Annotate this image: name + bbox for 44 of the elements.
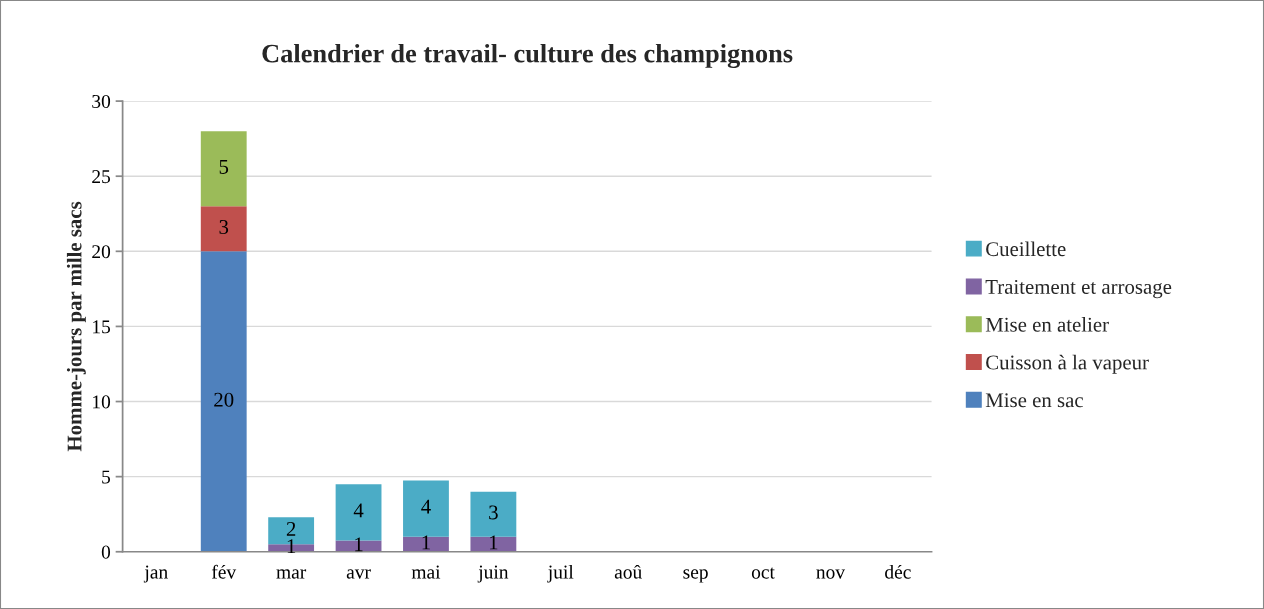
x-tick-label: oct <box>751 567 775 579</box>
legend-label: Traitement et arrosage <box>985 279 1172 299</box>
data-label: 1 <box>287 539 296 554</box>
bar <box>200 131 247 207</box>
x-tick-label: mai <box>411 565 441 579</box>
y-tick-label: 15 <box>93 320 111 334</box>
x-tick-label: juin <box>477 565 509 583</box>
y-axis-title: Homme-jours par mille sacs <box>66 201 86 452</box>
bar <box>403 480 449 537</box>
data-label: 1 <box>355 537 363 552</box>
x-tick-label: nov <box>816 569 846 579</box>
data-label: 3 <box>489 505 498 520</box>
x-tick-label: déc <box>885 564 911 579</box>
bar <box>403 536 449 552</box>
legend-label: Cueillette <box>986 241 1066 257</box>
data-label: 1 <box>422 535 430 550</box>
x-tick-label: aoû <box>614 564 642 579</box>
chart-title: Calendrier de travail- culture des champignons <box>262 43 793 69</box>
legend-label: Cuisson à la vapeur <box>986 354 1149 374</box>
y-tick-label: 25 <box>92 170 111 184</box>
data-label: 20 <box>214 392 234 407</box>
x-tick-label: fév <box>211 564 237 579</box>
bar <box>470 491 517 537</box>
data-label: 3 <box>219 220 229 234</box>
x-tick-label: avr <box>346 569 371 579</box>
bar <box>200 251 247 552</box>
y-tick-label: 30 <box>92 94 111 109</box>
data-label: 4 <box>421 499 431 514</box>
legend-label: Mise en atelier <box>985 317 1109 332</box>
x-tick-label: juil <box>547 564 574 583</box>
x-tick-label: sep <box>683 569 708 583</box>
data-label: 1 <box>490 535 498 550</box>
y-tick-label: 20 <box>92 245 111 259</box>
bar <box>470 536 517 552</box>
y-tick-label: 10 <box>93 395 111 409</box>
data-label: 5 <box>219 160 229 174</box>
bar <box>200 206 247 252</box>
legend-label: Mise en sac <box>985 393 1083 408</box>
data-label: 4 <box>353 503 364 518</box>
y-tick-label: 0 <box>101 545 111 559</box>
x-tick-label: mar <box>276 569 307 579</box>
y-tick-label: 5 <box>102 470 111 484</box>
data-label: 2 <box>286 521 296 536</box>
x-tick-label: jan <box>143 565 168 583</box>
